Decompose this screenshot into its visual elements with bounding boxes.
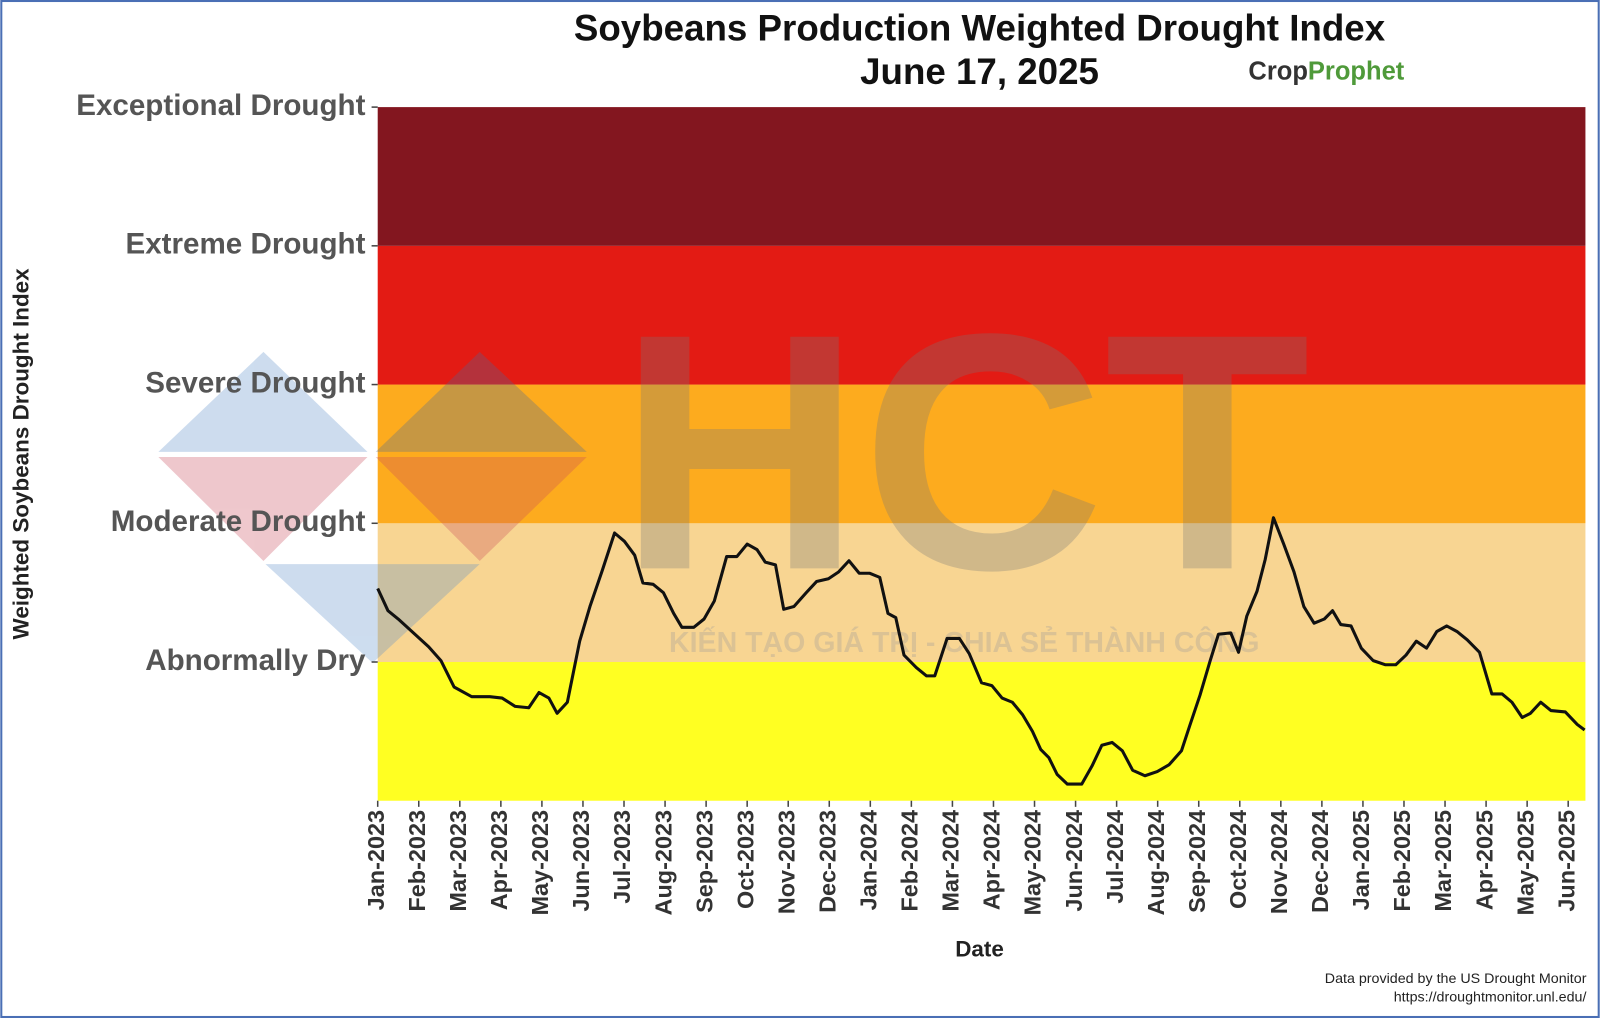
watermark-shape [265,564,480,664]
y-tick-label: Extreme Drought [126,228,366,261]
chart-subtitle: June 17, 2025 [860,51,1099,92]
x-tick-label: Apr-2023 [486,810,512,910]
x-tick-label: Jun-2025 [1553,810,1579,912]
source-note: Data provided by the US Drought Monitor [1325,971,1587,987]
x-tick-label: Nov-2024 [1266,810,1292,914]
x-tick-label: Jun-2024 [1061,810,1087,912]
bands [377,107,1586,801]
x-tick-label: Nov-2023 [773,810,799,914]
x-tick-label: Apr-2025 [1471,810,1497,910]
y-axis-title: Weighted Soybeans Drought Index [9,268,34,640]
x-tick-label: Feb-2024 [897,810,923,912]
data-line [376,516,1586,786]
x-tick-label: Aug-2023 [650,810,676,916]
x-tick-label: Mar-2023 [445,810,471,912]
x-tick-label: Feb-2023 [404,810,430,912]
logo-part: Prophet [1308,57,1405,85]
x-tick-label: Mar-2024 [938,810,964,912]
x-tick-label: Jan-2024 [856,810,882,910]
x-tick-label: Jun-2023 [568,810,594,912]
x-tick-label: Feb-2025 [1389,810,1415,912]
x-tick-label: May-2023 [527,810,553,916]
x-tick-label: Apr-2024 [979,810,1005,910]
y-tick-label: Severe Drought [145,366,365,399]
logo: CropProphet [1248,57,1404,85]
chart-title: Soybeans Production Weighted Drought Ind… [574,7,1386,48]
x-tick-label: Jul-2024 [1102,810,1128,904]
x-tick-label: Jul-2023 [609,810,635,904]
source-note: https://droughtmonitor.unl.edu/ [1394,989,1587,1005]
y-tick-label: Abnormally Dry [145,644,366,677]
watermark-shape [158,351,368,452]
watermark-tagline: KIẾN TẠO GIÁ TRỊ - CHIA SẺ THÀNH CÔNG [669,626,1260,659]
watermark-mark: HCT [618,264,1310,640]
x-tick-label: Dec-2023 [814,810,840,913]
x-tick-label: Jan-2023 [363,810,389,910]
band [377,662,1586,801]
watermark: HCT KIẾN TẠO GIÁ TRỊ - CHIA SẺ THÀNH CÔN… [158,264,1310,664]
x-tick-label: Sep-2023 [691,810,717,913]
watermark-shape [375,351,587,452]
x-tick-label: May-2024 [1020,810,1046,916]
band [377,107,1586,246]
band [377,384,1586,524]
x-tick-label: Dec-2024 [1307,810,1333,913]
band [377,245,1586,385]
x-axis-title: Date [955,937,1004,962]
watermark-shape [158,456,368,562]
y-tick-label: Exceptional Drought [76,89,365,122]
x-tick-label: Jan-2025 [1348,810,1374,910]
watermark-shape [375,456,587,562]
x-tick-label: Oct-2023 [732,810,758,909]
x-tick-label: Sep-2024 [1184,810,1210,913]
y-tick-label: Moderate Drought [111,505,366,538]
logo-part: Crop [1248,57,1308,85]
plot: Abnormally Dry Moderate Drought Severe Dro… [76,89,1586,916]
x-tick-label: May-2025 [1512,810,1538,916]
x-tick-label: Aug-2024 [1143,810,1169,916]
x-tick-label: Oct-2024 [1225,810,1251,909]
x-tick-label: Mar-2025 [1430,810,1456,912]
